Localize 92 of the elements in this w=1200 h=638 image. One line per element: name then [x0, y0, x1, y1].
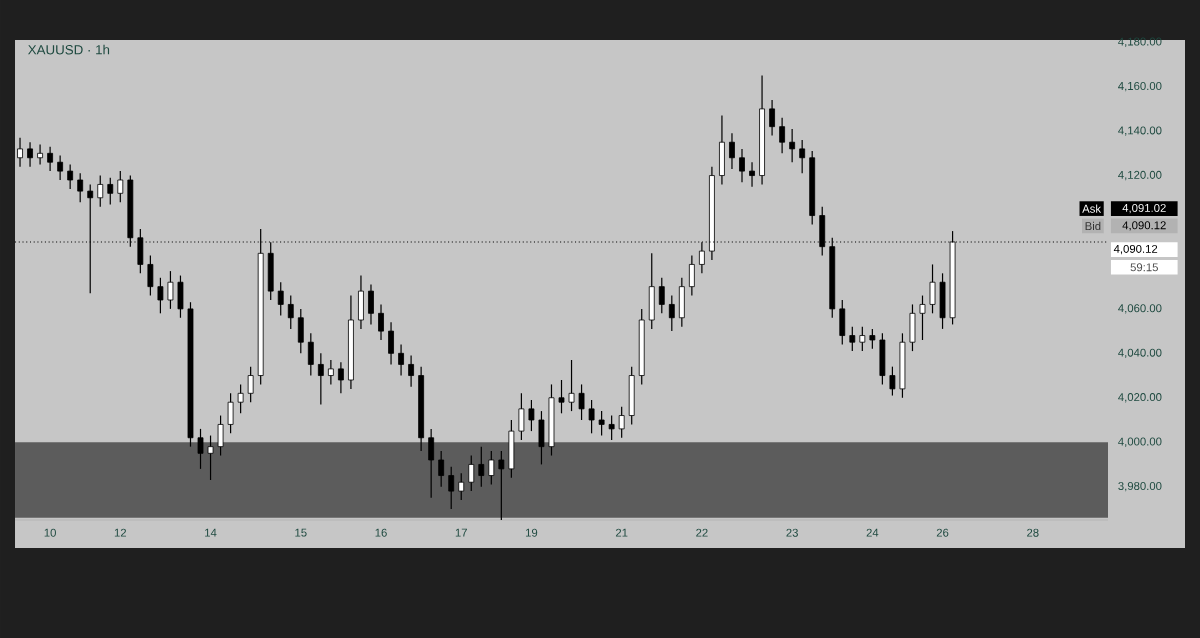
candlestick [27, 141, 33, 168]
candlestick [398, 343, 404, 377]
y-tick-label: 4,020.00 [1118, 393, 1162, 403]
candlestick [287, 294, 294, 330]
candlestick [307, 332, 314, 377]
candlestick [227, 392, 234, 434]
candlestick [729, 132, 735, 170]
y-tick-label: 4,000.00 [1118, 437, 1162, 447]
candlestick [869, 328, 876, 350]
x-tick-label: 14 [205, 528, 217, 537]
candlestick [97, 174, 104, 208]
candlestick [317, 352, 324, 406]
candlestick [107, 177, 114, 206]
candlestick [929, 263, 936, 314]
x-tick-label: 23 [786, 528, 798, 537]
candlestick [197, 428, 204, 470]
annotation: Bid [1085, 221, 1101, 231]
text: 4,090.12 [1122, 221, 1166, 231]
candlestick [157, 277, 164, 314]
candlestick [428, 428, 435, 499]
candlestick [749, 161, 755, 188]
x-tick-label: 26 [936, 528, 949, 537]
candlestick [528, 399, 535, 432]
x-tick-label: 10 [44, 528, 56, 537]
candlestick [488, 450, 495, 486]
candlestick [217, 414, 224, 457]
candlestick [338, 361, 344, 394]
x-tick-label: 17 [455, 528, 467, 537]
candlestick [618, 406, 625, 439]
candlestick [789, 128, 796, 163]
x-tick-label: 28 [1027, 528, 1039, 537]
candlestick [237, 383, 244, 414]
candlestick [568, 359, 575, 412]
text: 59:15 [1130, 263, 1158, 272]
candlestick [578, 383, 585, 421]
ref-line-label: 4,090.12 [1113, 244, 1158, 255]
candlestick [658, 277, 665, 314]
candlestick [327, 359, 334, 386]
candlestick [919, 294, 926, 341]
text: 4,091.02 [1122, 203, 1166, 214]
candlestick [438, 450, 445, 488]
candlestick [889, 366, 896, 397]
y-tick-label: 4,140.00 [1118, 126, 1162, 136]
candlestick [37, 143, 43, 166]
x-tick-label: 21 [615, 528, 628, 537]
candlestick [558, 379, 565, 414]
y-tick-label: 4,060.00 [1118, 304, 1162, 314]
candlestick [799, 139, 806, 174]
candlestick [378, 303, 384, 341]
candlestick [478, 446, 485, 488]
x-tick-label: 22 [696, 528, 708, 537]
candlestick [368, 283, 374, 326]
candlestick [739, 148, 745, 183]
candlestick [779, 117, 786, 154]
candlestick [167, 270, 174, 310]
annotation: Ask [1082, 204, 1102, 213]
candlestick [598, 410, 605, 437]
candlestick [77, 172, 84, 203]
candlestick [518, 392, 525, 441]
candlestick [859, 326, 866, 352]
candlestick [207, 434, 214, 481]
x-tick-label: 24 [866, 528, 879, 537]
x-tick-label: 16 [375, 528, 387, 537]
candlestick [17, 137, 23, 168]
candlestick [57, 154, 64, 181]
candlestick [769, 99, 775, 137]
chart-title: XAUUSD · 1h [28, 44, 110, 55]
y-tick-label: 3,980.00 [1118, 481, 1162, 492]
y-tick-label: 4,040.00 [1118, 348, 1162, 358]
candlestick [147, 254, 154, 297]
y-tick-label: 4,160.00 [1118, 81, 1162, 92]
candlestick [47, 146, 54, 172]
candlestick [67, 163, 74, 190]
candlestick [688, 254, 695, 297]
candlestick [849, 326, 856, 352]
candlestick [458, 472, 465, 501]
y-tick-label: 4,180.00 [1118, 37, 1162, 47]
candlestick [117, 170, 124, 203]
candlestick [608, 414, 615, 441]
candlestick [247, 366, 254, 403]
candlestick [588, 399, 595, 434]
x-tick-label: 15 [295, 528, 307, 537]
x-tick-label: 19 [525, 528, 538, 537]
candlestick [388, 321, 394, 366]
candlestick [468, 454, 475, 492]
candlestick [498, 450, 505, 521]
candlestick [448, 466, 455, 510]
candlestick [408, 354, 414, 388]
candlestick [277, 281, 284, 317]
candlestick [668, 294, 675, 332]
y-tick-label: 4,120.00 [1118, 170, 1162, 181]
x-tick-label: 12 [114, 528, 127, 537]
